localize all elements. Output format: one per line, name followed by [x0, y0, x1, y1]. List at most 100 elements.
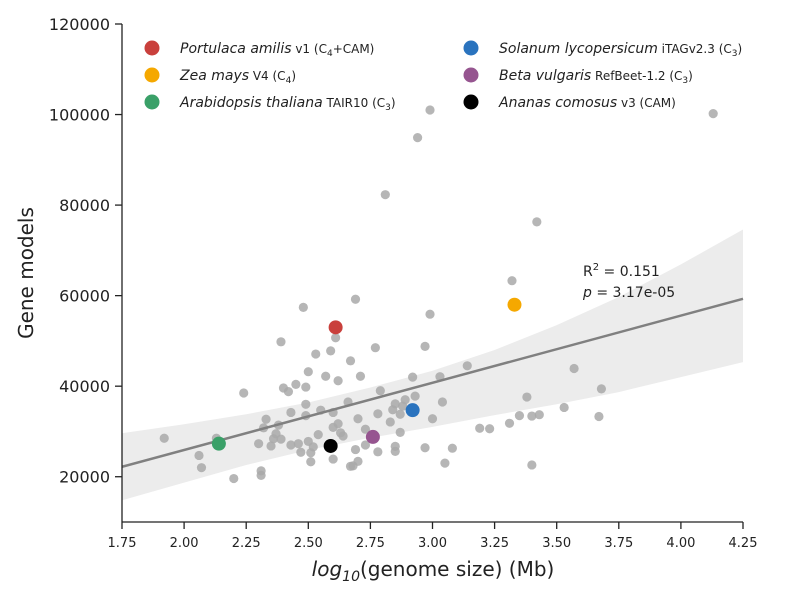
data-point — [313, 430, 323, 440]
data-point — [370, 343, 380, 353]
data-point — [293, 439, 303, 449]
data-point — [425, 105, 435, 115]
data-point — [333, 376, 343, 386]
data-point — [437, 397, 448, 407]
highlighted-point — [211, 436, 226, 451]
data-point — [283, 387, 294, 397]
data-point — [194, 450, 204, 461]
x-ticks: 1.75 2.00 2.25 2.50 2.75 3.00 3.25 3.50 3.75 4.00… — [108, 522, 758, 551]
x-tick-label: 4.25 — [729, 536, 758, 551]
data-point — [254, 439, 264, 449]
data-point — [395, 427, 405, 437]
highlighted-point — [365, 429, 380, 444]
data-point — [408, 372, 418, 382]
data-point — [425, 309, 435, 319]
legend-entry: Portulaca amilis v1 (C4+CAM) — [180, 41, 374, 59]
highlighted-point — [323, 438, 338, 453]
data-point — [331, 333, 341, 343]
data-point — [504, 418, 515, 428]
p-value-annotation: p = 3.17e-05 — [582, 285, 675, 301]
data-point — [507, 276, 517, 286]
y-axis-title: Gene models — [14, 207, 38, 339]
y-tick-label: 40000 — [59, 377, 110, 396]
data-point — [708, 109, 718, 119]
legend: Portulaca amilis v1 (C4+CAM) Zea mays V4 … — [144, 40, 742, 113]
x-tick-label: 3.00 — [418, 536, 447, 551]
data-point — [427, 414, 438, 424]
data-point — [261, 414, 271, 424]
y-tick-label: 20000 — [59, 468, 110, 487]
data-point — [360, 424, 371, 434]
x-tick-label: 3.75 — [604, 536, 633, 551]
data-point — [296, 447, 306, 457]
data-point — [594, 411, 604, 422]
data-point — [286, 440, 296, 450]
data-point — [569, 363, 579, 374]
axes: 20000 40000 60000 80000 100000 120000 1.75 2.0… — [49, 15, 758, 551]
r-squared-annotation: R2 = 0.151 — [583, 262, 660, 280]
legend-marker — [463, 94, 479, 110]
background-points — [159, 105, 718, 484]
legend-marker — [463, 40, 479, 56]
data-point — [159, 433, 169, 443]
data-point — [328, 454, 338, 464]
data-point — [311, 349, 321, 359]
highlighted-point — [405, 403, 420, 418]
highlighted-point — [507, 297, 522, 312]
data-point — [291, 379, 301, 389]
data-point — [420, 341, 430, 351]
x-tick-label: 2.50 — [294, 536, 323, 551]
x-tick-label: 3.50 — [542, 536, 571, 551]
data-point — [375, 386, 385, 396]
data-point — [308, 442, 318, 452]
y-ticks: 20000 40000 60000 80000 100000 120000 — [49, 15, 122, 487]
data-point — [333, 419, 343, 429]
data-point — [373, 447, 383, 457]
data-point — [353, 414, 363, 424]
data-point — [301, 382, 311, 392]
data-point — [380, 190, 390, 200]
data-point — [532, 217, 542, 227]
legend-entry: Beta vulgaris RefBeet-1.2 (C3) — [499, 68, 693, 86]
data-point — [303, 367, 313, 377]
data-point — [326, 346, 336, 356]
legend-entry: Ananas comosus v3 (CAM) — [498, 95, 676, 111]
data-point — [440, 458, 450, 468]
x-tick-label: 3.25 — [480, 536, 509, 551]
legend-marker — [144, 40, 160, 56]
data-point — [514, 411, 525, 421]
data-point — [390, 399, 400, 409]
legend-entry: Solanum lycopersicum iTAGv2.3 (C3) — [499, 41, 742, 59]
data-point — [239, 388, 249, 398]
legend-marker — [144, 67, 160, 83]
data-point — [355, 371, 366, 381]
data-point — [420, 443, 430, 453]
data-point — [527, 460, 537, 470]
data-point — [306, 457, 316, 467]
x-tick-label: 2.00 — [170, 536, 199, 551]
data-point — [485, 424, 495, 434]
data-point — [462, 361, 472, 371]
data-point — [522, 392, 532, 402]
x-axis-title: log10(genome size) (Mb) — [312, 557, 555, 585]
data-point — [390, 446, 400, 456]
data-point — [527, 411, 537, 421]
data-point — [534, 410, 544, 420]
data-point — [321, 371, 331, 381]
data-point — [412, 133, 423, 143]
data-point — [596, 384, 607, 394]
data-point — [301, 399, 311, 409]
data-point — [286, 407, 296, 418]
legend-entry: Arabidopsis thaliana TAIR10 (C3) — [179, 95, 396, 113]
data-point — [395, 409, 405, 419]
data-point — [360, 440, 371, 450]
x-tick-label: 2.75 — [356, 536, 385, 551]
data-point — [447, 443, 457, 453]
data-point — [345, 356, 356, 366]
data-point — [373, 409, 383, 419]
data-point — [256, 470, 266, 480]
x-tick-label: 2.25 — [232, 536, 261, 551]
data-point — [266, 441, 276, 451]
highlighted-point — [328, 320, 343, 335]
